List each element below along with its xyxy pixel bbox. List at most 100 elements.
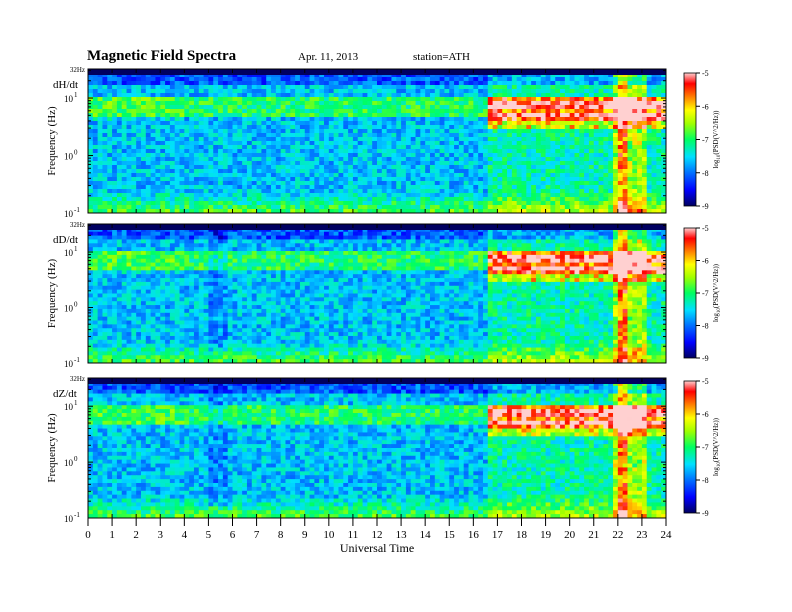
spectrogram-cell — [304, 113, 310, 118]
spectrogram-cell — [290, 201, 296, 206]
spectrogram-cell — [661, 97, 667, 102]
spectrogram-cell — [275, 109, 282, 114]
spectrogram-cell — [396, 129, 402, 134]
spectrogram-cell — [275, 145, 282, 150]
spectrogram-cell — [637, 185, 643, 190]
spectrogram-cell — [280, 141, 286, 146]
spectrogram-cell — [646, 177, 652, 182]
spectrogram-cell — [497, 235, 503, 240]
spectrogram-cell — [338, 181, 344, 186]
spectrogram-cell — [246, 165, 253, 170]
spectrogram-cell — [656, 133, 662, 138]
spectrogram-cell — [271, 231, 277, 236]
spectrogram-cell — [304, 145, 310, 150]
spectrogram-cell — [324, 181, 330, 186]
spectrogram-cell — [632, 161, 638, 166]
spectrogram-cell — [386, 197, 392, 202]
spectrogram-cell — [588, 133, 595, 138]
colorbar-tick-label: -8 — [702, 169, 709, 178]
spectrogram-cell — [338, 109, 344, 114]
spectrogram-cell — [314, 201, 320, 206]
spectrogram-cell — [295, 105, 301, 110]
spectrogram-cell — [545, 193, 551, 198]
spectrogram-cell — [121, 197, 127, 202]
spectrogram-cell — [174, 181, 180, 186]
spectrogram-cell — [271, 205, 277, 210]
spectrogram-cell — [511, 169, 518, 174]
spectrogram-cell — [319, 231, 325, 236]
spectrogram-cell — [295, 93, 301, 98]
spectrogram-cell — [324, 185, 330, 190]
spectrogram-cell — [579, 97, 585, 102]
spectrogram-cell — [367, 109, 373, 114]
spectrogram-cell — [116, 209, 123, 214]
spectrogram-cell — [246, 121, 253, 126]
spectrogram-cell — [155, 81, 161, 86]
spectrogram-cell — [227, 89, 233, 94]
spectrogram-cell — [102, 121, 108, 126]
spectrogram-cell — [352, 97, 359, 102]
spectrogram-cell — [256, 137, 262, 142]
spectrogram-cell — [261, 157, 267, 162]
spectrogram-cell — [145, 209, 152, 214]
spectrogram-cell — [338, 169, 344, 174]
spectrogram-cell — [256, 209, 262, 214]
spectrogram-cell — [218, 185, 224, 190]
spectrogram-cell — [121, 239, 127, 244]
spectrogram-cell — [319, 181, 325, 186]
spectrogram-cell — [425, 105, 431, 110]
spectrogram-cell — [218, 145, 224, 150]
spectrogram-cell — [251, 117, 257, 122]
spectrogram-cell — [218, 117, 224, 122]
spectrogram-cell — [535, 193, 542, 198]
spectrogram-cell — [632, 85, 638, 90]
spectrogram-cell — [174, 149, 180, 154]
spectrogram-cell — [487, 89, 493, 94]
spectrogram-cell — [434, 141, 441, 146]
spectrogram-cell — [237, 129, 243, 134]
spectrogram-cell — [280, 205, 286, 210]
spectrogram-cell — [603, 231, 609, 236]
spectrogram-cell — [338, 113, 344, 118]
spectrogram-cell — [198, 177, 204, 182]
spectrogram-cell — [92, 201, 99, 206]
spectrogram-cell — [319, 121, 325, 126]
spectrogram-cell — [246, 117, 253, 122]
spectrogram-cell — [179, 181, 185, 186]
spectrogram-cell — [550, 109, 556, 114]
spectrogram-cell — [150, 101, 156, 106]
spectrogram-cell — [560, 97, 566, 102]
spectrogram-cell — [328, 177, 335, 182]
spectrogram-cell — [155, 197, 161, 202]
spectrogram-cell — [608, 113, 614, 118]
spectrogram-cell — [213, 129, 219, 134]
spectrogram-cell — [271, 145, 277, 150]
spectrogram-cell — [391, 77, 397, 82]
spectrogram-cell — [425, 85, 431, 90]
spectrogram-cell — [324, 189, 330, 194]
spectrogram-cell — [396, 73, 402, 78]
spectrogram-cell — [531, 165, 537, 170]
spectrogram-cell — [588, 129, 595, 134]
spectrogram-cell — [237, 161, 243, 166]
spectrogram-cell — [198, 149, 204, 154]
spectrogram-cell — [632, 205, 638, 210]
spectrogram-cell — [526, 109, 532, 114]
spectrogram-cell — [641, 101, 648, 106]
spectrogram-cell — [251, 89, 257, 94]
spectrogram-cell — [641, 77, 648, 82]
spectrogram-cell — [367, 169, 373, 174]
spectrogram-cell — [348, 93, 354, 98]
spectrogram-cell — [497, 109, 503, 114]
spectrogram-cell — [641, 185, 648, 190]
spectrogram-cell — [251, 169, 257, 174]
spectrogram-cell — [482, 141, 489, 146]
spectrogram-cell — [449, 193, 455, 198]
spectrogram-cell — [569, 121, 575, 126]
spectrogram-cell — [333, 117, 339, 122]
spectrogram-cell — [531, 177, 537, 182]
spectrogram-cell — [140, 185, 147, 190]
spectrogram-cell — [540, 235, 546, 240]
spectrogram-cell — [386, 235, 392, 240]
spectrogram-cell — [468, 201, 474, 206]
